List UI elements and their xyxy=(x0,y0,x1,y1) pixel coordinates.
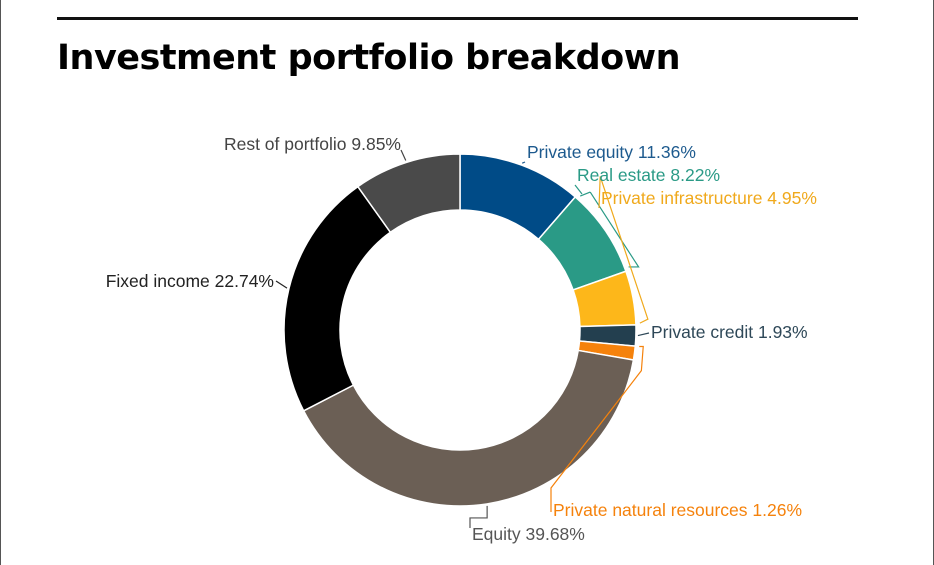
leader-line xyxy=(550,345,644,512)
leader-line xyxy=(637,332,650,337)
slice-fixed-income xyxy=(283,185,392,412)
leader-line xyxy=(469,505,488,528)
label-private-equity: Private equity 11.36% xyxy=(527,142,696,162)
label-rest-of-portfolio: Rest of portfolio 9.85% xyxy=(224,134,401,154)
leader-line xyxy=(574,184,640,268)
label-private-infrastructure: Private infrastructure 4.95% xyxy=(601,188,817,208)
label-private-natural-resources: Private natural resources 1.26% xyxy=(553,500,802,520)
chart-title: Investment portfolio breakdown xyxy=(57,38,680,78)
leader-line xyxy=(598,176,649,324)
frame-left-border xyxy=(0,0,1,565)
leader-line xyxy=(521,161,526,164)
label-equity: Equity 39.68% xyxy=(472,524,585,544)
slice-rest-of-portfolio xyxy=(356,153,461,234)
leader-line xyxy=(275,280,288,289)
title-top-rule xyxy=(57,17,858,20)
label-fixed-income: Fixed income 22.74% xyxy=(106,271,274,291)
leader-line xyxy=(400,149,407,161)
slice-equity xyxy=(302,349,635,507)
label-real-estate: Real estate 8.22% xyxy=(577,165,720,185)
label-private-credit: Private credit 1.93% xyxy=(651,322,808,342)
